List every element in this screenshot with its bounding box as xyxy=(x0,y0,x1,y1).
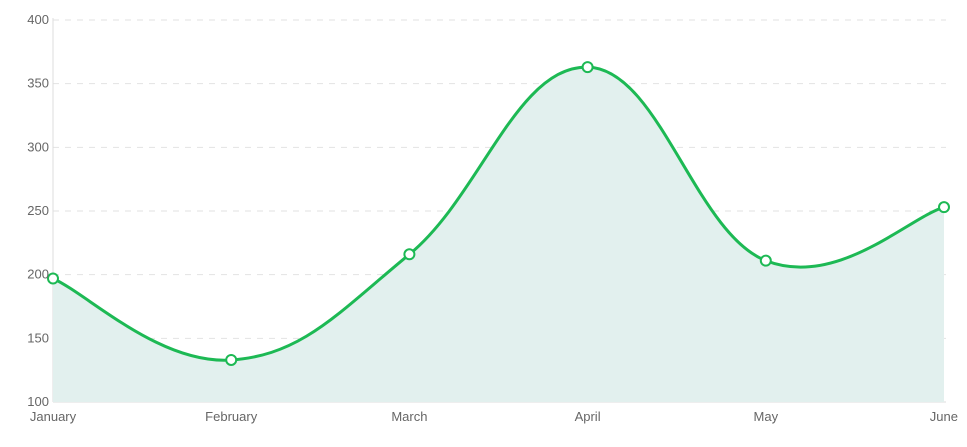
series-area-fill xyxy=(53,67,944,402)
data-points xyxy=(47,61,950,366)
data-point-january[interactable] xyxy=(47,272,59,285)
y-tick-label: 250 xyxy=(27,203,49,218)
y-tick-label: 150 xyxy=(27,330,49,345)
y-tick-label: 350 xyxy=(27,76,49,91)
x-tick-label-january: January xyxy=(30,409,77,424)
data-point-february[interactable] xyxy=(225,353,238,366)
x-tick-label-may: May xyxy=(754,409,779,424)
y-axis-ticks: 100 150 200 250 300 350 400 xyxy=(27,12,49,409)
y-tick-label: 100 xyxy=(27,394,49,409)
data-point-may[interactable] xyxy=(759,254,772,267)
series-line-layer xyxy=(51,65,946,362)
y-tick-label: 200 xyxy=(27,267,49,282)
x-tick-label-february: February xyxy=(205,409,258,424)
x-tick-label-april: April xyxy=(575,409,601,424)
data-point-march[interactable] xyxy=(403,248,416,261)
area-fill-layer xyxy=(53,67,944,402)
y-tick-label: 400 xyxy=(27,12,49,27)
y-tick-label: 300 xyxy=(27,139,49,154)
series-line xyxy=(51,65,946,362)
x-tick-label-march: March xyxy=(391,409,427,424)
x-axis-ticks: January February March April May June xyxy=(30,409,958,424)
data-point-june[interactable] xyxy=(938,201,950,214)
data-point-april[interactable] xyxy=(581,61,594,74)
x-tick-label-june: June xyxy=(930,409,958,424)
